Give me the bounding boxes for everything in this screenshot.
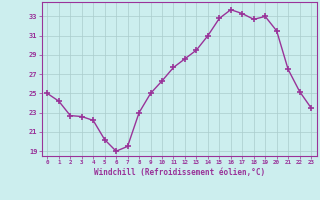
X-axis label: Windchill (Refroidissement éolien,°C): Windchill (Refroidissement éolien,°C) bbox=[94, 168, 265, 177]
